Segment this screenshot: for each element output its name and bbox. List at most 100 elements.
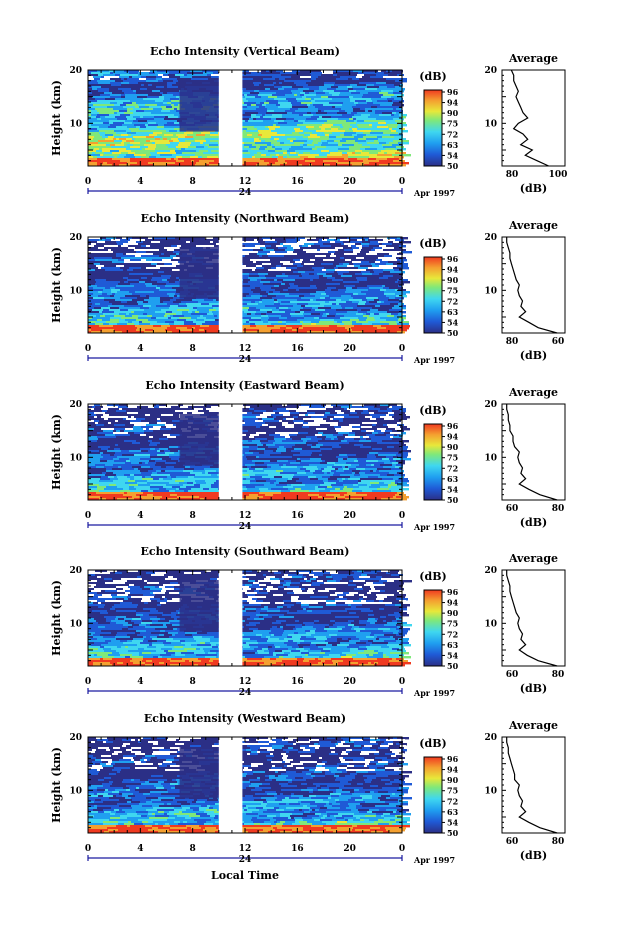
heatmap-cell [92, 150, 96, 153]
heatmap-cell [179, 303, 186, 306]
heatmap-cell [269, 102, 278, 105]
heatmap-cell [120, 74, 132, 77]
heatmap-cell [248, 414, 260, 417]
heatmap-cell [122, 416, 128, 419]
heatmap-cell [206, 164, 209, 167]
heatmap-cell [363, 72, 375, 75]
heatmap-cell [284, 406, 288, 409]
heatmap-cell [267, 108, 271, 111]
heatmap-cell [352, 426, 361, 429]
heatmap-cell [291, 331, 298, 334]
heatmap-cell [316, 92, 325, 95]
heatmap-cell [312, 148, 317, 151]
heatmap-cell [250, 406, 262, 409]
heatmap-cell [384, 72, 394, 75]
heatmap-cell [196, 162, 202, 165]
heatmap-cell [287, 152, 290, 155]
heatmap-cell [167, 138, 171, 141]
heatmap-cell [345, 138, 353, 141]
heatmap-cell [156, 239, 168, 242]
heatmap-cell [175, 293, 178, 296]
heatmap-cell [354, 144, 362, 147]
heatmap-cell [336, 287, 346, 290]
heatmap-cell [285, 78, 295, 81]
heatmap-cell [91, 110, 97, 113]
heatmap-cell [176, 253, 179, 256]
heatmap-cell [109, 140, 114, 143]
heatmap-cell [397, 323, 409, 326]
heatmap-cell [385, 265, 397, 268]
heatmap-cell [353, 307, 362, 310]
heatmap-cell [208, 150, 211, 153]
heatmap-cell [161, 134, 164, 137]
heatmap-cell [241, 261, 253, 264]
heatmap-cell [143, 291, 154, 294]
heatmap-cell [260, 293, 268, 296]
heatmap-cell [307, 104, 310, 107]
heatmap-cell [110, 138, 113, 141]
heatmap-cell [98, 142, 107, 145]
heatmap-cell [113, 297, 120, 300]
heatmap-cell [279, 78, 285, 81]
heatmap-cell [209, 309, 216, 312]
heatmap-cell [106, 102, 110, 105]
heatmap-cell [353, 293, 358, 296]
heatmap-cell [378, 237, 387, 240]
heatmap-cell [275, 289, 283, 292]
heatmap-cell [151, 317, 156, 320]
heatmap-cell [345, 118, 349, 121]
heatmap-cell [324, 82, 327, 85]
heatmap-cell [94, 158, 97, 161]
heatmap-cell [371, 158, 376, 161]
heatmap-cell [191, 142, 200, 145]
heatmap-cell [309, 289, 316, 292]
heatmap-cell [292, 88, 298, 91]
heatmap-cell [144, 317, 151, 320]
heatmap-cell [99, 253, 106, 256]
heatmap-cell [273, 273, 282, 276]
heatmap-cell [274, 428, 278, 431]
heatmap-cell [164, 291, 176, 294]
date-center-label: 24 [239, 355, 252, 365]
heatmap-cell [88, 126, 99, 129]
heatmap-cell [99, 311, 102, 314]
heatmap-cell [333, 406, 341, 409]
heatmap-cell [271, 313, 278, 316]
heatmap-cell [338, 86, 344, 89]
heatmap-cell [88, 331, 91, 334]
heatmap-cell [184, 315, 195, 318]
heatmap-cell [288, 307, 297, 310]
heatmap-cell [154, 416, 161, 419]
heatmap-cell [136, 92, 145, 95]
heatmap-cell [160, 430, 165, 433]
heatmap-cell [381, 325, 391, 328]
heatmap-cell [117, 102, 123, 105]
heatmap-cell [184, 132, 193, 135]
heatmap-cell [344, 132, 356, 135]
heatmap-cell [132, 76, 141, 79]
heatmap-cell [314, 424, 320, 427]
x-tick-label: 20 [343, 344, 356, 354]
heatmap-cell [377, 281, 381, 284]
heatmap-cell [173, 257, 180, 260]
heatmap-cell [335, 428, 338, 431]
heatmap-cell [326, 408, 334, 411]
heatmap-cell [257, 237, 262, 240]
heatmap-cell [283, 263, 293, 266]
heatmap-cell [242, 84, 254, 87]
heatmap-cell [377, 128, 389, 131]
heatmap-cell [352, 116, 355, 119]
heatmap-cell [353, 251, 360, 254]
heatmap-cell [372, 291, 384, 294]
heatmap-cell [322, 142, 328, 145]
heatmap-cell [130, 420, 141, 423]
heatmap-cell [387, 311, 399, 314]
heatmap-cell [241, 275, 249, 278]
heatmap-cell [340, 323, 344, 326]
heatmap-cell [381, 96, 391, 99]
heatmap-cell [91, 114, 97, 117]
heatmap-cell [125, 319, 136, 322]
heatmap-cell [92, 152, 95, 155]
heatmap-cell [361, 249, 366, 252]
heatmap-cell [256, 261, 268, 264]
